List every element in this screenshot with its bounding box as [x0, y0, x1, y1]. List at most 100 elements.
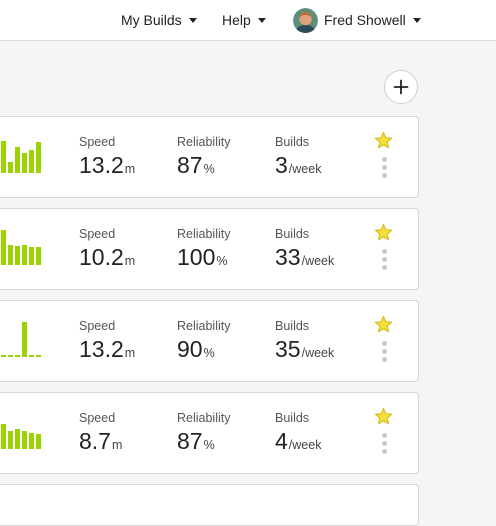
builds-unit: /week	[301, 254, 335, 268]
history-bar	[29, 355, 34, 357]
history-bar	[8, 245, 13, 265]
history-bar	[1, 230, 6, 265]
speed-label: Speed	[79, 227, 116, 241]
history-bar	[29, 433, 34, 449]
builds-unit: /week	[288, 162, 322, 176]
speed-value-row: 8.7m	[79, 428, 122, 458]
speed-value: 13.2	[79, 152, 124, 178]
speed-label: Speed	[79, 319, 116, 333]
kebab-menu-icon[interactable]	[380, 157, 388, 179]
history-bar	[1, 355, 6, 357]
star-icon[interactable]	[374, 223, 393, 242]
user-name: Fred Showell	[324, 12, 406, 28]
caret-down-icon	[188, 18, 197, 23]
star-icon[interactable]	[374, 315, 393, 334]
history-bar	[1, 141, 6, 173]
reliability-value: 100	[177, 244, 216, 270]
help-menu[interactable]: Help	[222, 0, 266, 40]
build-card[interactable]: Speed 10.2m Reliability 100% Builds 33/w…	[0, 208, 419, 290]
history-bar	[36, 142, 41, 173]
speed-metric: Speed 10.2m	[79, 227, 135, 274]
reliability-unit: %	[203, 162, 215, 176]
caret-down-icon	[412, 18, 421, 23]
speed-value: 8.7	[79, 428, 111, 454]
build-card[interactable]: Speed 13.2m Reliability 87% Builds 3/wee…	[0, 116, 419, 198]
builds-value: 33	[275, 244, 301, 270]
plus-icon	[393, 79, 409, 95]
speed-unit: m	[111, 438, 123, 452]
history-bar	[22, 153, 27, 173]
speed-unit: m	[124, 162, 136, 176]
reliability-label: Reliability	[177, 227, 231, 241]
speed-metric: Speed 13.2m	[79, 319, 135, 366]
builds-unit: /week	[301, 346, 335, 360]
builds-label: Builds	[275, 227, 310, 241]
reliability-value: 87	[177, 428, 203, 454]
reliability-metric: Reliability 100%	[177, 227, 231, 274]
speed-value: 10.2	[79, 244, 124, 270]
star-icon[interactable]	[374, 407, 393, 426]
speed-label: Speed	[79, 411, 116, 425]
speed-unit: m	[124, 254, 136, 268]
avatar	[293, 7, 318, 33]
builds-value-row: 3/week	[275, 152, 321, 182]
history-bar	[15, 147, 20, 173]
builds-metric: Builds 35/week	[275, 319, 334, 366]
kebab-menu-icon[interactable]	[380, 341, 388, 363]
speed-metric: Speed 8.7m	[79, 411, 122, 458]
user-menu[interactable]: Fred Showell	[293, 0, 421, 40]
add-build-button[interactable]	[384, 70, 418, 104]
reliability-metric: Reliability 87%	[177, 411, 231, 458]
build-card[interactable]: Speed 8.7m Reliability 87% Builds 4/week	[0, 392, 419, 474]
reliability-value-row: 90%	[177, 336, 231, 366]
builds-value-row: 4/week	[275, 428, 321, 458]
speed-value-row: 13.2m	[79, 336, 135, 366]
history-bar	[22, 431, 27, 449]
reliability-unit: %	[203, 346, 215, 360]
speed-value-row: 13.2m	[79, 152, 135, 182]
history-bar	[8, 162, 13, 173]
star-icon[interactable]	[374, 131, 393, 150]
builds-label: Builds	[275, 411, 310, 425]
build-card[interactable]: Speed 13.2m Reliability 90% Builds 35/we…	[0, 300, 419, 382]
speed-value-row: 10.2m	[79, 244, 135, 274]
my-builds-label: My Builds	[121, 12, 182, 28]
build-card-partial	[0, 484, 419, 526]
top-nav-bar: My Builds Help Fred Showell	[0, 0, 496, 41]
reliability-label: Reliability	[177, 319, 231, 333]
history-bar	[1, 424, 6, 449]
kebab-menu-icon[interactable]	[380, 249, 388, 271]
builds-unit: /week	[288, 438, 322, 452]
help-label: Help	[222, 12, 251, 28]
reliability-value: 90	[177, 336, 203, 362]
kebab-menu-icon[interactable]	[380, 433, 388, 455]
speed-metric: Speed 13.2m	[79, 135, 135, 182]
caret-down-icon	[257, 18, 266, 23]
builds-value: 4	[275, 428, 288, 454]
builds-label: Builds	[275, 319, 310, 333]
reliability-label: Reliability	[177, 411, 231, 425]
history-bar	[36, 247, 41, 265]
builds-label: Builds	[275, 135, 310, 149]
my-builds-menu[interactable]: My Builds	[121, 0, 197, 40]
speed-value: 13.2	[79, 336, 124, 362]
history-bar	[29, 247, 34, 265]
builds-metric: Builds 33/week	[275, 227, 334, 274]
history-bar	[36, 434, 41, 449]
builds-value: 3	[275, 152, 288, 178]
history-bar	[15, 355, 20, 357]
builds-value-row: 35/week	[275, 336, 334, 366]
reliability-unit: %	[203, 438, 215, 452]
build-history-chart	[1, 225, 41, 265]
build-history-chart	[1, 133, 41, 173]
history-bar	[15, 246, 20, 265]
history-bar	[22, 245, 27, 265]
reliability-metric: Reliability 87%	[177, 135, 231, 182]
reliability-value: 87	[177, 152, 203, 178]
history-bar	[29, 150, 34, 173]
builds-value-row: 33/week	[275, 244, 334, 274]
reliability-value-row: 100%	[177, 244, 231, 274]
builds-metric: Builds 3/week	[275, 135, 321, 182]
builds-metric: Builds 4/week	[275, 411, 321, 458]
reliability-value-row: 87%	[177, 152, 231, 182]
